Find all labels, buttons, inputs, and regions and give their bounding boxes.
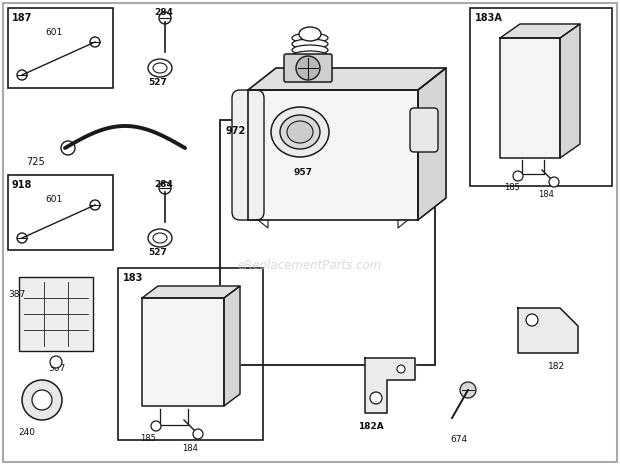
Ellipse shape bbox=[292, 45, 328, 55]
Ellipse shape bbox=[292, 33, 328, 43]
FancyBboxPatch shape bbox=[19, 277, 93, 351]
Ellipse shape bbox=[292, 51, 328, 61]
Text: 183A: 183A bbox=[475, 13, 503, 23]
Bar bbox=[8, 175, 113, 250]
Ellipse shape bbox=[153, 63, 167, 73]
Polygon shape bbox=[500, 38, 560, 158]
Text: 674: 674 bbox=[450, 435, 467, 444]
Text: 183: 183 bbox=[123, 273, 143, 283]
Circle shape bbox=[22, 380, 62, 420]
Polygon shape bbox=[500, 24, 580, 38]
Text: 187: 187 bbox=[12, 13, 32, 23]
Polygon shape bbox=[518, 308, 578, 353]
Circle shape bbox=[526, 314, 538, 326]
Text: 182: 182 bbox=[548, 362, 565, 371]
Circle shape bbox=[61, 141, 75, 155]
Ellipse shape bbox=[287, 121, 313, 143]
Text: 367: 367 bbox=[48, 364, 65, 373]
Ellipse shape bbox=[271, 107, 329, 157]
Circle shape bbox=[159, 182, 171, 194]
Text: 284: 284 bbox=[154, 8, 173, 17]
Bar bbox=[220, 120, 435, 365]
Text: 181: 181 bbox=[282, 60, 301, 69]
Circle shape bbox=[90, 37, 100, 47]
Circle shape bbox=[32, 390, 52, 410]
FancyBboxPatch shape bbox=[284, 54, 332, 82]
Text: 725: 725 bbox=[26, 157, 45, 167]
Circle shape bbox=[90, 200, 100, 210]
Text: 918: 918 bbox=[12, 180, 32, 190]
Polygon shape bbox=[142, 298, 224, 406]
Text: 601: 601 bbox=[45, 28, 62, 37]
Circle shape bbox=[296, 56, 320, 80]
Text: eReplacementParts.com: eReplacementParts.com bbox=[238, 259, 382, 272]
Bar bbox=[118, 268, 263, 440]
Text: 601: 601 bbox=[45, 195, 62, 204]
Text: 240: 240 bbox=[18, 428, 35, 437]
Text: 527: 527 bbox=[148, 78, 167, 87]
Circle shape bbox=[397, 365, 405, 373]
Ellipse shape bbox=[148, 229, 172, 247]
Text: 957: 957 bbox=[293, 168, 312, 177]
Circle shape bbox=[159, 12, 171, 24]
Circle shape bbox=[17, 70, 27, 80]
Polygon shape bbox=[224, 286, 240, 406]
Text: 182A: 182A bbox=[358, 422, 384, 431]
Ellipse shape bbox=[148, 59, 172, 77]
Polygon shape bbox=[142, 286, 240, 298]
Circle shape bbox=[513, 171, 523, 181]
Polygon shape bbox=[560, 24, 580, 158]
Text: 184: 184 bbox=[538, 190, 554, 199]
Polygon shape bbox=[248, 68, 446, 90]
Ellipse shape bbox=[280, 115, 320, 149]
Bar bbox=[8, 8, 113, 88]
Circle shape bbox=[549, 177, 559, 187]
Text: 184: 184 bbox=[182, 444, 198, 453]
Polygon shape bbox=[365, 358, 415, 413]
Polygon shape bbox=[248, 90, 418, 220]
Text: 527: 527 bbox=[148, 248, 167, 257]
Text: 387: 387 bbox=[8, 290, 25, 299]
Circle shape bbox=[193, 429, 203, 439]
Text: 185: 185 bbox=[504, 183, 520, 192]
Text: 185: 185 bbox=[140, 434, 156, 443]
Ellipse shape bbox=[153, 233, 167, 243]
FancyBboxPatch shape bbox=[232, 90, 264, 220]
Ellipse shape bbox=[292, 39, 328, 49]
FancyBboxPatch shape bbox=[410, 108, 438, 152]
Text: 284: 284 bbox=[154, 180, 173, 189]
Polygon shape bbox=[418, 68, 446, 220]
Circle shape bbox=[17, 233, 27, 243]
Text: 972: 972 bbox=[226, 126, 246, 136]
Circle shape bbox=[50, 356, 62, 368]
Circle shape bbox=[370, 392, 382, 404]
Circle shape bbox=[460, 382, 476, 398]
Ellipse shape bbox=[299, 27, 321, 41]
Bar bbox=[470, 8, 612, 186]
Circle shape bbox=[151, 421, 161, 431]
